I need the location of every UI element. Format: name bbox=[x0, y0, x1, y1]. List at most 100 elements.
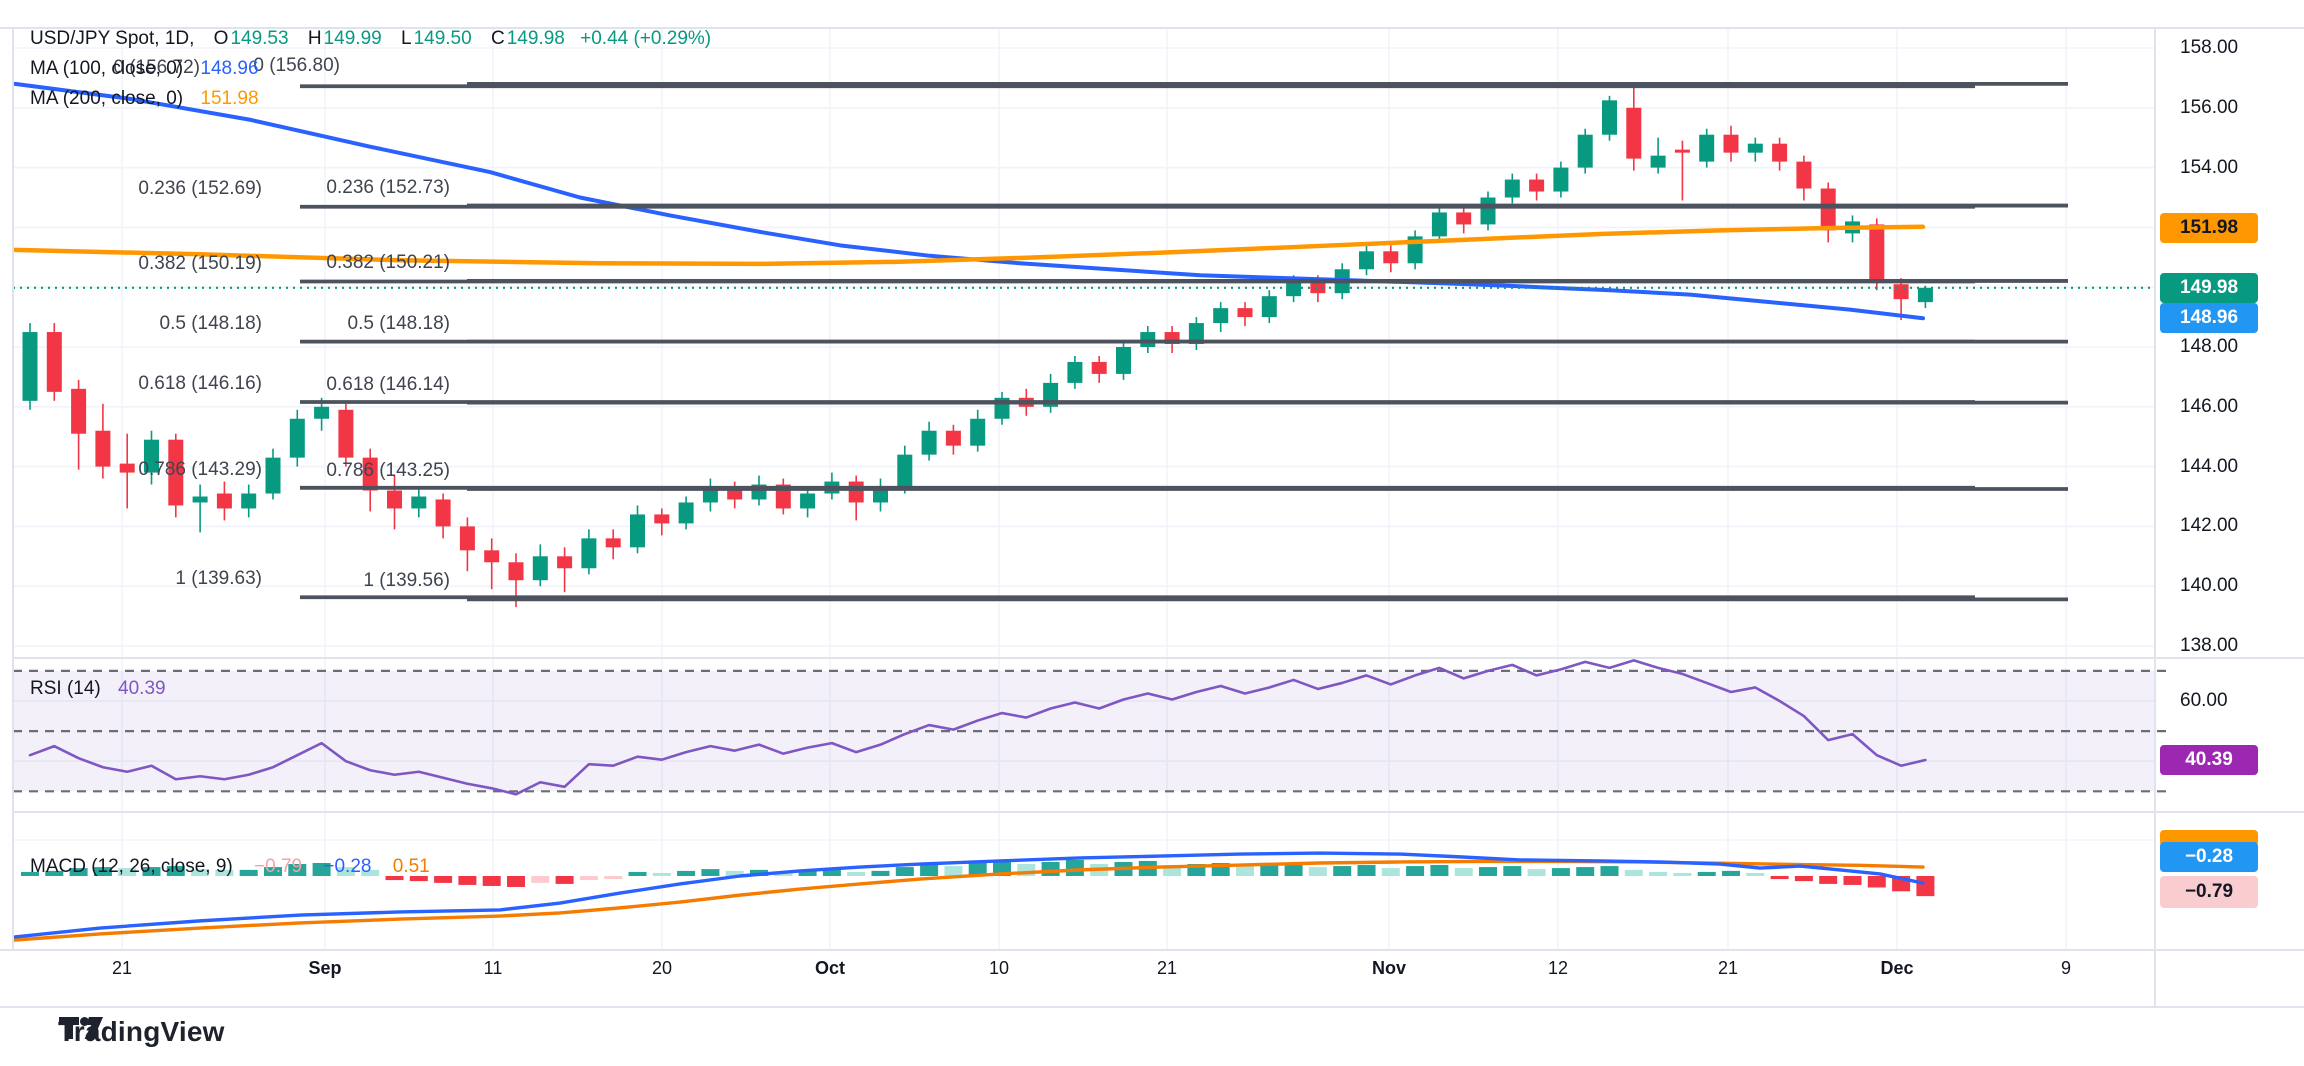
candle-body bbox=[1237, 308, 1253, 318]
candle-body bbox=[435, 499, 451, 527]
candle-body bbox=[557, 556, 573, 569]
fib-label[interactable]: 0.618 (146.14) bbox=[326, 373, 450, 395]
candle-body bbox=[411, 496, 427, 509]
candle-body bbox=[95, 430, 111, 467]
candle-body bbox=[1723, 134, 1739, 153]
candle-body bbox=[1529, 179, 1545, 192]
candle-body bbox=[1116, 347, 1131, 374]
candle-body bbox=[1261, 296, 1277, 318]
candle-body bbox=[1359, 251, 1374, 270]
macd-histogram-bar bbox=[677, 870, 696, 876]
candle-body bbox=[1067, 361, 1083, 383]
candle-body bbox=[1504, 179, 1520, 198]
candle-body bbox=[532, 556, 548, 581]
macd-legend-row[interactable]: MACD (12, 26, close, 9) −0.79 −0.28 0.51 bbox=[30, 856, 430, 878]
macd-histogram-bar bbox=[1673, 872, 1692, 876]
macd-histogram-bar bbox=[458, 876, 477, 885]
fib-label[interactable]: 0.236 (152.69) bbox=[138, 177, 262, 199]
low-key: L bbox=[401, 28, 412, 49]
rsi-axis-label: 60.00 bbox=[2180, 690, 2228, 711]
macd-histogram-bar bbox=[1454, 868, 1473, 876]
symbol-title: USD/JPY Spot, 1D, bbox=[30, 28, 195, 49]
candle-body bbox=[727, 487, 743, 500]
fib-label[interactable]: 0.382 (150.21) bbox=[326, 251, 450, 273]
candle-body bbox=[800, 493, 816, 509]
price-axis-label: 144.00 bbox=[2180, 455, 2239, 477]
tradingview-logo[interactable]: TradingView bbox=[58, 1016, 225, 1048]
macd-histogram-bar bbox=[1065, 859, 1084, 876]
candle-body bbox=[678, 502, 694, 524]
candle-body bbox=[387, 490, 402, 509]
macd-histogram-bar bbox=[1260, 865, 1279, 876]
candle-body bbox=[1213, 308, 1229, 324]
macd-histogram-bar bbox=[1333, 866, 1352, 876]
ma200-price-badge: 151.98 bbox=[2160, 212, 2258, 243]
macd-histogram-bar bbox=[701, 869, 720, 876]
macd-histogram-bar bbox=[1600, 866, 1619, 876]
time-axis-label: Oct bbox=[814, 958, 845, 978]
macd-histogram-bar bbox=[336, 867, 355, 876]
fib-label[interactable]: 0.5 (148.18) bbox=[159, 312, 262, 334]
fib-label[interactable]: 1 (139.63) bbox=[175, 568, 262, 590]
macd-histogram-bar bbox=[1479, 867, 1497, 876]
ma100-legend-row[interactable]: MA (100, close, 0) 148.96 bbox=[30, 58, 259, 80]
macd-histogram-bar bbox=[1381, 868, 1400, 876]
fib-label[interactable]: 0 (156.80) bbox=[253, 54, 340, 76]
candle-body bbox=[1286, 281, 1302, 297]
candle-body bbox=[605, 538, 621, 548]
price-axis-label: 146.00 bbox=[2180, 395, 2239, 417]
macd-histogram-bar bbox=[1867, 876, 1886, 888]
ma100-value: 148.96 bbox=[200, 58, 259, 79]
fib-label[interactable]: 0.786 (143.29) bbox=[138, 458, 262, 480]
symbol-legend-row[interactable]: USD/JPY Spot, 1D, O 149.53 H 149.99 L 149.5… bbox=[30, 28, 711, 50]
fib-label[interactable]: 0.382 (150.19) bbox=[138, 252, 262, 274]
candle-body bbox=[921, 430, 937, 455]
candle-body bbox=[1553, 167, 1569, 192]
fib-label[interactable]: 0.5 (148.18) bbox=[347, 312, 450, 334]
macd-histogram-bar bbox=[944, 866, 963, 876]
last-price-badge: 149.98 bbox=[2160, 272, 2258, 303]
fib-label[interactable]: 0.618 (146.16) bbox=[138, 373, 262, 395]
candle-body bbox=[1310, 281, 1326, 294]
tradingview-logo-icon bbox=[59, 1017, 103, 1039]
macd-histogram-bar bbox=[822, 869, 841, 876]
macd-histogram-bar bbox=[482, 876, 501, 886]
fib-label[interactable]: 1 (139.56) bbox=[363, 570, 450, 592]
macd-histogram-bar bbox=[1406, 866, 1425, 876]
macd-hist-badge: −0.79 bbox=[2160, 876, 2258, 908]
time-axis-label: 21 bbox=[111, 958, 133, 978]
candle-body bbox=[265, 457, 281, 494]
macd-line-badge: −0.28 bbox=[2160, 842, 2258, 872]
rsi-legend-row[interactable]: RSI (14) 40.39 bbox=[30, 678, 166, 700]
macd-histogram-bar bbox=[239, 869, 258, 876]
candle-body bbox=[945, 430, 961, 446]
candle-body bbox=[289, 418, 305, 458]
time-axis-label: 10 bbox=[988, 958, 1010, 978]
candles-layer bbox=[22, 86, 1933, 608]
fib-label[interactable]: 0.236 (152.73) bbox=[326, 176, 450, 198]
macd-histogram-bar bbox=[69, 868, 88, 876]
close-key: C bbox=[490, 28, 505, 49]
macd-histogram-bar bbox=[118, 868, 137, 876]
macd-hist-value: −0.79 bbox=[254, 856, 303, 877]
ma200-label: MA (200, close, 0) bbox=[30, 88, 184, 109]
price-axis-label: 138.00 bbox=[2180, 635, 2239, 656]
candle-body bbox=[119, 463, 135, 473]
ma200-legend-row[interactable]: MA (200, close, 0) 151.98 bbox=[30, 88, 259, 110]
fib-label[interactable]: 0.786 (143.25) bbox=[326, 460, 450, 482]
fib-label[interactable]: 0 (156.72) bbox=[113, 57, 200, 79]
candle-body bbox=[46, 332, 62, 392]
macd-histogram-bar bbox=[555, 876, 574, 884]
macd-histogram-bar bbox=[1527, 869, 1546, 876]
candle-body bbox=[1140, 332, 1156, 347]
time-axis-label: 21 bbox=[1156, 958, 1178, 978]
candle-body bbox=[970, 418, 986, 446]
macd-histogram-bar bbox=[288, 864, 307, 876]
macd-histogram-bar bbox=[434, 876, 453, 883]
candle-body bbox=[192, 496, 208, 503]
macd-histogram-bar bbox=[166, 866, 185, 876]
macd-histogram-bar bbox=[1357, 865, 1376, 876]
candle-body bbox=[508, 562, 524, 581]
time-axis-label: 11 bbox=[483, 958, 503, 978]
